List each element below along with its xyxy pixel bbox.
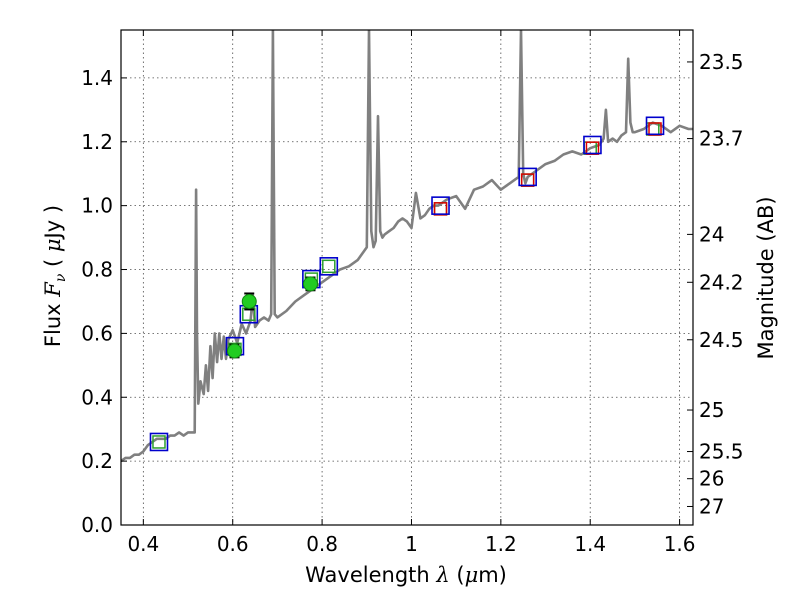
x-tick-label: 0.4 — [127, 532, 159, 556]
magnitude-axis-ticks: 23.5 23.7 24 24.2 24.5 25 25.5 26 27 — [687, 50, 744, 518]
observed-band-marker — [518, 167, 537, 187]
y-tick-label: 1.4 — [81, 66, 113, 90]
magnitude-tick-label: 24 — [699, 222, 724, 246]
plot-frame — [120, 29, 694, 526]
x-tick-label: 1.4 — [574, 532, 606, 556]
observed-band-marker — [319, 257, 339, 276]
observed-band-marker — [583, 135, 602, 155]
y-tick-label: 0.6 — [81, 321, 113, 345]
x-axis-title: Wavelength λ (μm) — [305, 563, 507, 587]
model-band-marker — [152, 435, 166, 449]
x-tick-label: 0.6 — [217, 532, 249, 556]
y-tick-label: 1.2 — [81, 130, 113, 154]
model-band-marker — [322, 259, 336, 274]
observed-band-marker — [645, 116, 665, 136]
magnitude-tick-label: 26 — [699, 467, 724, 491]
y-axis-title: Flux Fν ( μJy ) — [41, 205, 69, 347]
y-tick-label: 0.8 — [81, 258, 113, 282]
observed-band-marker — [149, 432, 169, 452]
ground-flux-marker — [302, 276, 318, 292]
observed-band-marker — [431, 196, 450, 215]
x-tick-label: 1.2 — [485, 532, 517, 556]
grid-lines — [121, 30, 693, 526]
y-tick-label: 1.0 — [81, 194, 113, 218]
magnitude-tick-label: 25 — [699, 398, 724, 422]
magnitude-tick-label: 27 — [699, 494, 724, 518]
y-tick-label: 0.0 — [81, 513, 113, 537]
ground-flux-marker — [241, 293, 257, 309]
y-tick-label: 0.4 — [81, 385, 113, 409]
magnitude-tick-label: 24.5 — [699, 328, 744, 352]
sed-curve-layer — [121, 30, 693, 463]
magnitude-axis-title: Magnitude (AB) — [754, 196, 778, 359]
x-tick-label: 1 — [405, 532, 418, 556]
magnitude-tick-label: 23.7 — [699, 127, 744, 151]
x-axis-ticks: 0.4 0.6 0.8 1 1.2 1.4 1.6 — [127, 30, 696, 556]
marker-layer — [149, 116, 665, 452]
y-axis-ticks: 0.0 0.2 0.4 0.6 0.8 1.0 1.2 1.4 — [81, 66, 127, 537]
y-tick-label: 0.2 — [81, 449, 113, 473]
magnitude-tick-label: 25.5 — [699, 440, 744, 464]
x-tick-label: 1.6 — [664, 532, 696, 556]
ground-flux-marker — [227, 343, 243, 359]
magnitude-tick-label: 23.5 — [699, 50, 744, 74]
x-tick-label: 0.8 — [306, 532, 338, 556]
sed-curve — [121, 30, 693, 463]
magnitude-tick-label: 24.2 — [699, 270, 744, 294]
